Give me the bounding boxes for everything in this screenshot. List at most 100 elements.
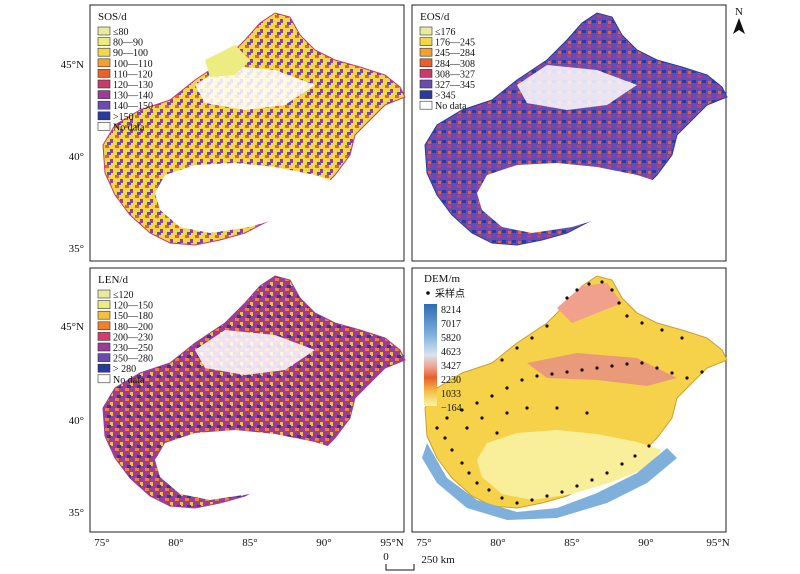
eos-legend-label: No data xyxy=(435,101,467,112)
sos-legend-swatch xyxy=(97,100,111,110)
eos-legend-label: >345 xyxy=(435,91,456,102)
north-label: N xyxy=(735,6,743,18)
legend-eos: EOS/d ≤176176—245245—284284—308308—327327… xyxy=(419,11,475,112)
dem-ramp-label: 5820 xyxy=(441,333,461,344)
sos-legend-label: 80—90 xyxy=(113,38,143,49)
eos-legend-swatch xyxy=(419,79,433,89)
y-tick-45-bottom: 45°N xyxy=(61,321,84,333)
legend-len: LEN/d ≤120120—150150—180180—200200—230230… xyxy=(97,274,153,386)
dem-ramp-label: 7017 xyxy=(441,319,461,330)
sos-legend-swatch xyxy=(97,79,111,89)
x-tick-85-right: 85° xyxy=(564,537,579,549)
len-legend-label: 230—250 xyxy=(113,343,153,354)
len-legend-swatch xyxy=(97,289,111,299)
len-legend-label: > 280 xyxy=(113,364,136,375)
sample-points xyxy=(435,280,704,505)
len-basin-empty xyxy=(155,430,340,500)
dem-ramp-label: 2230 xyxy=(441,375,461,386)
legend-sos: SOS/d ≤8080—9090—100100—110110—120120—130… xyxy=(97,11,153,133)
dem-color-ramp xyxy=(424,304,437,406)
sos-legend-swatch xyxy=(97,47,111,57)
sos-legend-label: 110—120 xyxy=(113,69,153,80)
x-axis-right: 75° 80° 85° 90° 95°N xyxy=(416,537,729,549)
sos-legend-swatch xyxy=(97,37,111,46)
eos-legend-swatch xyxy=(419,37,433,46)
y-tick-45-top: 45°N xyxy=(61,59,84,71)
sample-point-legend-icon xyxy=(426,291,430,295)
len-legend-label: 150—180 xyxy=(113,311,153,322)
sos-basin-empty xyxy=(155,163,340,233)
sos-map xyxy=(102,12,406,246)
len-legend-swatch xyxy=(97,321,111,331)
len-legend-swatch xyxy=(97,353,111,362)
len-legend-swatch xyxy=(97,332,111,341)
y-tick-40-bottom: 40° xyxy=(69,415,84,427)
dem-title: DEM/m xyxy=(424,273,461,285)
eos-legend-label: 176—245 xyxy=(435,38,475,49)
scale-end: 250 km xyxy=(421,554,455,566)
len-legend-swatch xyxy=(97,300,111,309)
eos-legend-label: 284—308 xyxy=(435,59,475,70)
len-legend-swatch xyxy=(97,374,111,384)
len-legend-label: 200—230 xyxy=(113,332,153,343)
eos-legend-swatch xyxy=(419,26,433,36)
len-legend-label: No data xyxy=(113,375,145,386)
sos-title: SOS/d xyxy=(98,11,127,23)
y-tick-35-bottom: 35° xyxy=(69,507,84,519)
eos-legend-swatch xyxy=(419,47,433,57)
x-tick-90-right: 90° xyxy=(638,537,653,549)
sos-legend-swatch xyxy=(97,111,111,121)
eos-legend-label: ≤176 xyxy=(435,27,456,38)
eos-legend-label: 308—327 xyxy=(435,69,475,80)
len-title: LEN/d xyxy=(98,274,128,286)
eos-legend-swatch xyxy=(419,69,433,78)
len-legend-swatch xyxy=(97,310,111,320)
sos-legend-swatch xyxy=(97,69,111,78)
y-tick-35-top: 35° xyxy=(69,243,84,255)
north-arrow: N xyxy=(733,6,745,34)
dem-map xyxy=(422,275,728,520)
sos-legend-label: 140—150 xyxy=(113,101,153,112)
x-tick-85-left: 85° xyxy=(242,537,257,549)
x-tick-90-left: 90° xyxy=(316,537,331,549)
eos-basin-empty xyxy=(477,163,662,233)
eos-legend-label: 327—345 xyxy=(435,80,475,91)
eos-legend-swatch xyxy=(419,58,433,68)
x-tick-95-right: 95°N xyxy=(706,537,729,549)
y-tick-40-top: 40° xyxy=(69,151,84,163)
len-legend-label: 120—150 xyxy=(113,301,153,312)
dem-ramp-label: 3427 xyxy=(441,361,461,372)
dem-ramp-label: −164 xyxy=(441,403,462,414)
len-legend-label: 250—280 xyxy=(113,354,153,365)
dem-ramp-label: 8214 xyxy=(441,305,461,316)
len-legend-label: ≤120 xyxy=(113,290,134,301)
len-map xyxy=(102,275,406,509)
len-legend-label: 180—200 xyxy=(113,322,153,333)
sos-legend-swatch xyxy=(97,58,111,68)
scale-start: 0 xyxy=(383,551,389,563)
eos-legend-swatch xyxy=(419,100,433,110)
sos-legend-label: 90—100 xyxy=(113,48,148,59)
sos-legend-label: 100—110 xyxy=(113,59,153,70)
north-arrow-icon xyxy=(733,18,745,34)
sos-legend-label: 120—130 xyxy=(113,80,153,91)
sos-legend-swatch xyxy=(97,90,111,99)
x-tick-95-left: 95°N xyxy=(380,537,403,549)
sos-legend-label: >150 xyxy=(113,112,134,123)
eos-legend-swatch xyxy=(419,90,433,99)
legend-dem: DEM/m 采样点 8214 7017 5820 4623 3427 2230 1033 −1… xyxy=(424,273,465,414)
dem-ramp-labels: 8214 7017 5820 4623 3427 2230 1033 −164 xyxy=(441,305,462,414)
sos-legend-label: No data xyxy=(113,122,145,133)
x-tick-75-right: 75° xyxy=(416,537,431,549)
eos-legend-label: 245—284 xyxy=(435,48,475,59)
dem-ramp-label: 4623 xyxy=(441,347,461,358)
sos-legend-swatch xyxy=(97,122,111,131)
len-legend-swatch xyxy=(97,342,111,352)
sos-legend-label: 130—140 xyxy=(113,91,153,102)
x-tick-80-right: 80° xyxy=(490,537,505,549)
eos-map xyxy=(424,12,728,246)
sos-legend-label: ≤80 xyxy=(113,27,129,38)
y-axis-top: 45°N 40° 35° xyxy=(61,59,84,255)
x-tick-80-left: 80° xyxy=(168,537,183,549)
